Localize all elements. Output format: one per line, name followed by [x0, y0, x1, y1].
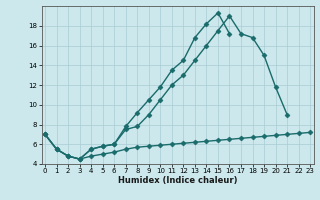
X-axis label: Humidex (Indice chaleur): Humidex (Indice chaleur): [118, 176, 237, 185]
